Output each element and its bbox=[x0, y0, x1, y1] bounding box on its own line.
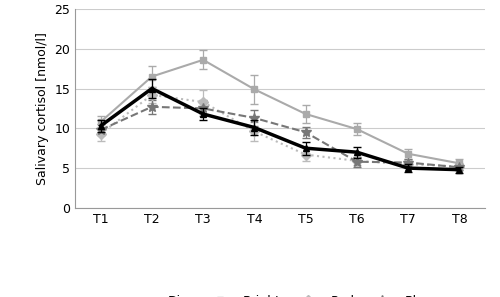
Legend: Dim, Bright, Red, Blue: Dim, Bright, Red, Blue bbox=[122, 290, 438, 297]
Y-axis label: Salivary cortisol [nmol/l]: Salivary cortisol [nmol/l] bbox=[36, 32, 49, 185]
